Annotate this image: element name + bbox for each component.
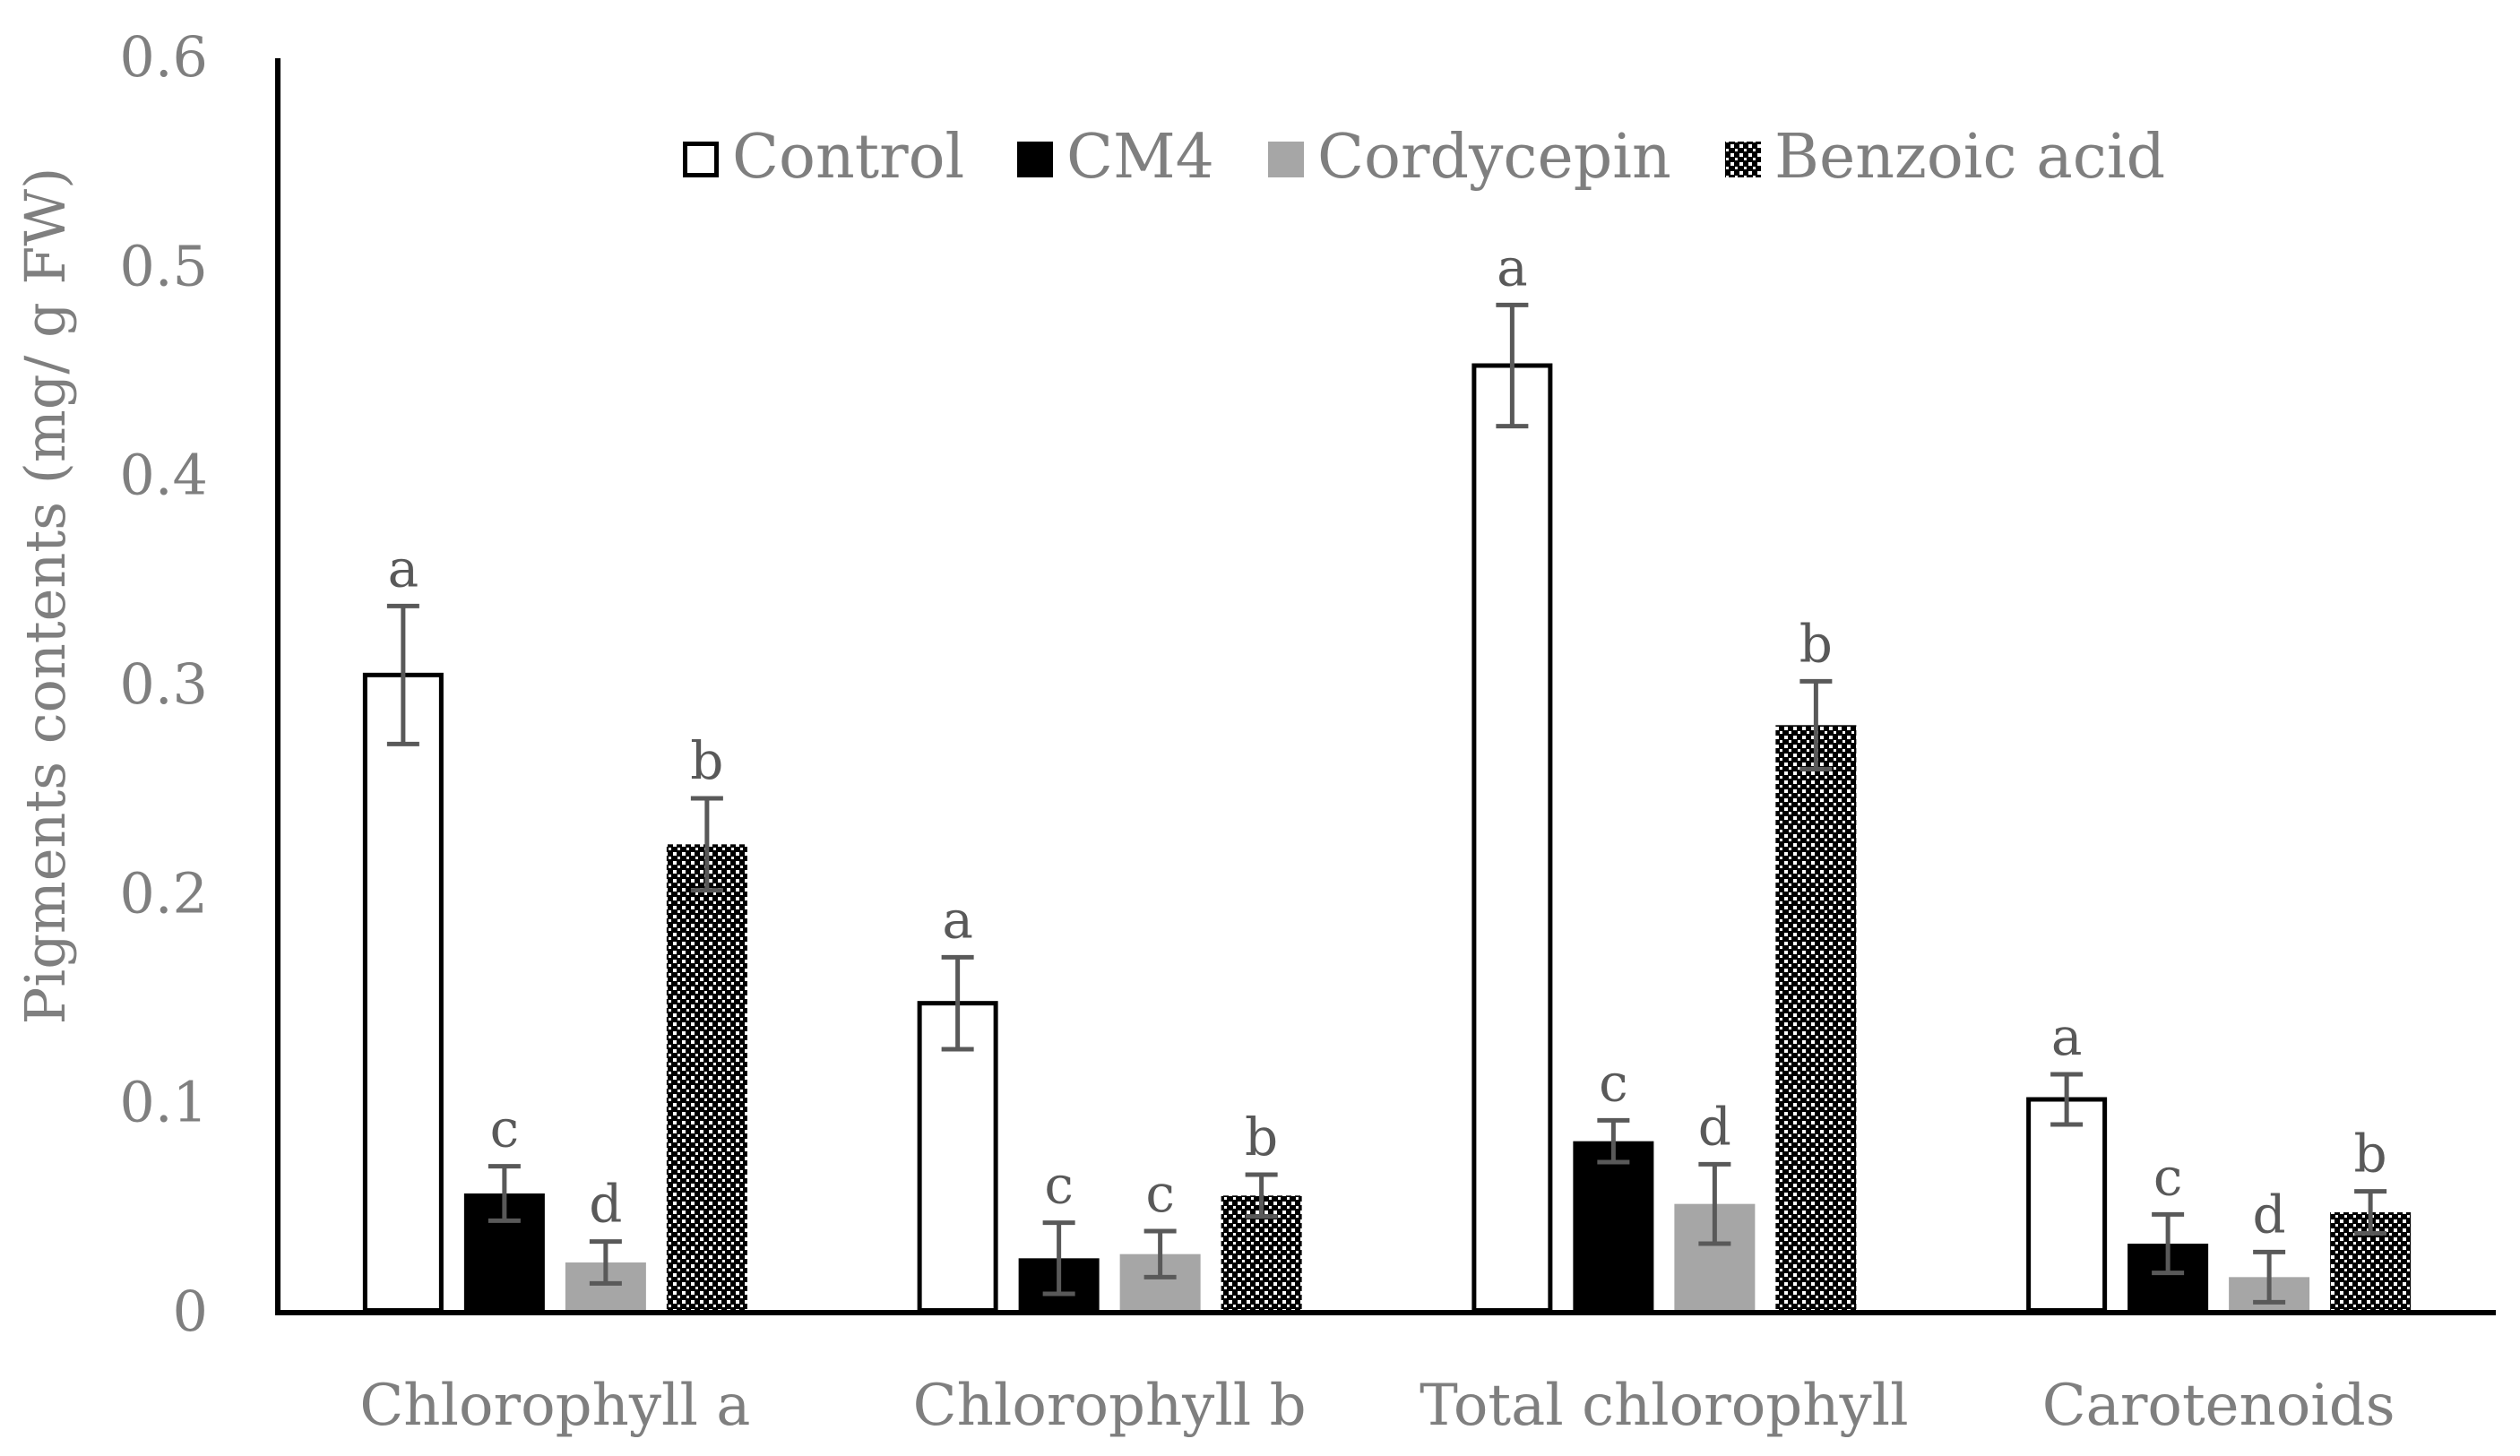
x-category-label: Chlorophyll a <box>359 1373 750 1439</box>
bar <box>1573 1141 1654 1313</box>
x-category-label: Carotenoids <box>2042 1373 2395 1439</box>
bar <box>2026 1097 2108 1313</box>
significance-letter: c <box>1044 1155 1073 1216</box>
bar <box>666 844 747 1313</box>
y-axis-title: Pigments contents (mg/ g FW) <box>13 168 78 1025</box>
bar <box>1471 363 1553 1313</box>
significance-letter: d <box>589 1174 622 1235</box>
x-category-label: Total chlorophyll <box>1420 1373 1908 1439</box>
y-tick-label: 0.4 <box>119 443 208 508</box>
legend: Control CM4 Cordycepin Benzoic acid <box>683 122 2165 193</box>
significance-letter: a <box>1497 237 1528 297</box>
significance-letter: c <box>490 1098 519 1159</box>
bar-series-group: a a a a c c c c d c d d b b b b <box>362 237 2412 1313</box>
y-tick-label: 0.6 <box>119 24 208 90</box>
bar <box>1775 725 1857 1313</box>
significance-letter: a <box>2051 1006 2083 1067</box>
legend-swatch <box>1725 142 1761 177</box>
significance-letter: a <box>942 889 973 950</box>
significance-letter: b <box>1799 613 1833 674</box>
bar <box>917 1001 998 1313</box>
significance-letter: c <box>1599 1052 1627 1113</box>
significance-letter: a <box>388 538 419 599</box>
y-tick-label: 0.3 <box>119 651 208 717</box>
significance-letter: d <box>1698 1096 1731 1157</box>
significance-letter: b <box>1245 1107 1278 1167</box>
legend-swatch <box>1268 142 1304 177</box>
legend-label: Control <box>732 122 964 193</box>
legend-label: CM4 <box>1066 122 1214 193</box>
legend-label: Cordycepin <box>1317 122 1671 193</box>
significance-letter: c <box>1145 1163 1174 1224</box>
y-tick-label: 0.2 <box>119 860 208 926</box>
y-tick-label: 0.1 <box>119 1070 208 1135</box>
legend-swatch <box>683 142 719 177</box>
significance-letter: b <box>690 730 723 791</box>
bar <box>362 672 444 1313</box>
legend-swatch <box>1017 142 1053 177</box>
significance-letter: b <box>2354 1124 2387 1185</box>
significance-letter: c <box>2153 1146 2182 1207</box>
axes <box>275 58 2496 1315</box>
significance-letter: d <box>2253 1184 2286 1245</box>
y-axis-ticks: 0 0.1 0.2 0.3 0.4 0.5 0.6 <box>119 24 208 1344</box>
y-tick-label: 0.5 <box>119 233 208 298</box>
legend-label: Benzoic acid <box>1774 122 2165 193</box>
category-labels: Chlorophyll a Chlorophyll b Total chloroph… <box>359 1373 2395 1439</box>
y-tick-label: 0 <box>173 1279 208 1344</box>
x-category-label: Chlorophyll b <box>913 1373 1307 1439</box>
